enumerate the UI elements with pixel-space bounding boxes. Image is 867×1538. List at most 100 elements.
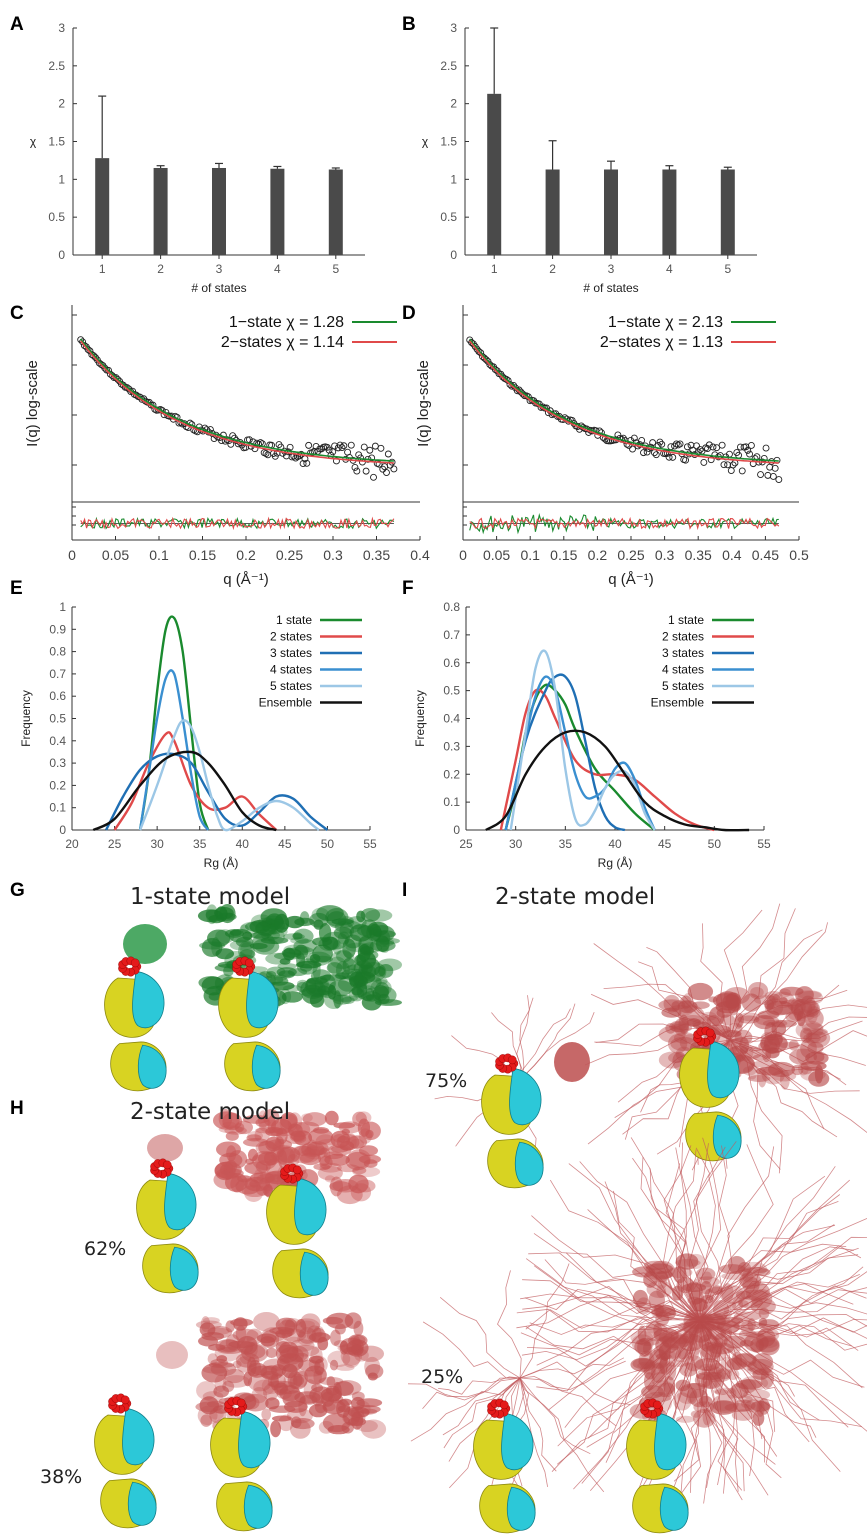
data-point xyxy=(758,458,766,466)
ensemble-blob xyxy=(202,1366,229,1374)
ensemble-blob xyxy=(298,1396,307,1417)
ensemble-blob xyxy=(671,1001,680,1013)
ensemble-blob xyxy=(658,1341,671,1362)
ensemble-blob xyxy=(351,1344,364,1356)
ensemble-blob xyxy=(223,1161,233,1180)
data-point xyxy=(625,441,633,449)
ensemble-blob xyxy=(675,1046,693,1062)
ensemble-blob xyxy=(692,1044,710,1053)
ensemble-blob xyxy=(215,929,235,944)
ensemble-blob xyxy=(264,1151,278,1166)
ensemble-blob xyxy=(208,1361,235,1368)
ensemble-blob xyxy=(340,1342,361,1355)
ensemble-blob xyxy=(331,1145,349,1153)
ensemble-blob xyxy=(200,1316,211,1333)
ensemble-blob xyxy=(740,1361,757,1371)
ensemble-blob xyxy=(235,988,252,999)
protein-cartoon xyxy=(104,956,167,1092)
ensemble-blob xyxy=(750,1400,771,1412)
flexible-linker xyxy=(699,1319,763,1440)
ensemble-blob xyxy=(253,1312,280,1332)
x-tick-label: 4 xyxy=(274,262,281,276)
data-point xyxy=(742,443,750,451)
flexible-linker xyxy=(699,1319,841,1472)
ensemble-blob xyxy=(267,928,285,945)
ensemble-blob xyxy=(666,1361,677,1381)
flexible-linker xyxy=(664,1319,701,1497)
ensemble-blob xyxy=(677,1005,705,1025)
ensemble-blob xyxy=(248,1359,262,1377)
flexible-linker xyxy=(617,1030,731,1103)
data-point xyxy=(612,436,620,444)
x-axis-label: q (Å⁻¹) xyxy=(223,571,268,588)
data-point xyxy=(479,353,486,361)
flexible-linker xyxy=(729,1039,781,1170)
ensemble-blob xyxy=(224,1172,248,1192)
red-sphere xyxy=(121,957,131,966)
ensemble-blob xyxy=(726,1368,740,1381)
fit-line-1state xyxy=(469,338,779,462)
red-sphere xyxy=(507,1055,517,1065)
ensemble-blob xyxy=(236,1415,258,1431)
data-point xyxy=(676,440,684,448)
ensemble-blob xyxy=(337,976,358,992)
flexible-linker xyxy=(729,984,840,1041)
ensemble-blob xyxy=(800,1060,827,1072)
ensemble-blob xyxy=(301,1113,313,1123)
ensemble-blob xyxy=(708,996,718,1003)
ensemble-blob xyxy=(201,937,223,958)
flexible-linker xyxy=(724,1039,739,1169)
flexible-linker xyxy=(568,1163,701,1321)
data-point xyxy=(212,431,220,439)
red-sphere xyxy=(236,1405,246,1415)
ensemble-blob xyxy=(317,985,331,996)
ensemble-blob xyxy=(677,1385,697,1404)
ensemble-blob xyxy=(279,1178,302,1195)
data-point xyxy=(331,442,339,450)
cyan-domain xyxy=(122,1407,155,1466)
data-point xyxy=(384,450,392,458)
ensemble-blob xyxy=(342,1409,366,1426)
ensemble-blob xyxy=(322,1399,346,1415)
ensemble-blob xyxy=(223,1168,241,1178)
ensemble-blob xyxy=(318,923,332,943)
ensemble-blob xyxy=(356,910,366,923)
flexible-linker xyxy=(699,1310,867,1335)
ensemble-blob xyxy=(752,1060,780,1068)
ensemble-blob xyxy=(237,961,253,975)
flexible-linker xyxy=(521,1308,701,1361)
data-point xyxy=(110,374,118,382)
ensemble-blob xyxy=(734,1016,743,1029)
data-point xyxy=(555,412,563,420)
data-point xyxy=(234,440,242,448)
ensemble-blob xyxy=(320,1387,343,1402)
ensemble-blob xyxy=(294,1391,321,1404)
ensemble-blob xyxy=(709,1345,722,1358)
flexible-linker xyxy=(519,1357,625,1379)
ensemble-blob xyxy=(290,1339,315,1352)
data-point xyxy=(231,434,238,442)
ensemble-blob xyxy=(651,1307,676,1317)
ensemble-blob xyxy=(721,1283,734,1303)
flexible-linker xyxy=(646,1319,701,1492)
ensemble-blob xyxy=(306,977,328,985)
red-sphere xyxy=(111,1404,121,1413)
fit-line-1state xyxy=(80,338,394,462)
ensemble-blob xyxy=(683,1312,710,1330)
x-tick-label: 0 xyxy=(459,547,467,563)
ensemble-blob xyxy=(685,1309,707,1318)
data-point xyxy=(299,460,307,468)
ensemble-blob xyxy=(296,979,309,989)
ensemble-blob xyxy=(742,1266,769,1274)
legend-entry: 3 states xyxy=(270,646,312,660)
ensemble-blob xyxy=(293,1318,320,1334)
protein-cartoon xyxy=(210,1396,273,1532)
ensemble-blob xyxy=(232,1328,259,1342)
series-line xyxy=(105,752,329,831)
ensemble-blob xyxy=(708,1006,725,1026)
flexible-linker xyxy=(699,1236,867,1321)
red-sphere xyxy=(495,1057,504,1066)
ensemble-blob xyxy=(274,1382,288,1395)
ensemble-blob xyxy=(658,1332,676,1345)
ensemble-blob xyxy=(269,976,289,986)
